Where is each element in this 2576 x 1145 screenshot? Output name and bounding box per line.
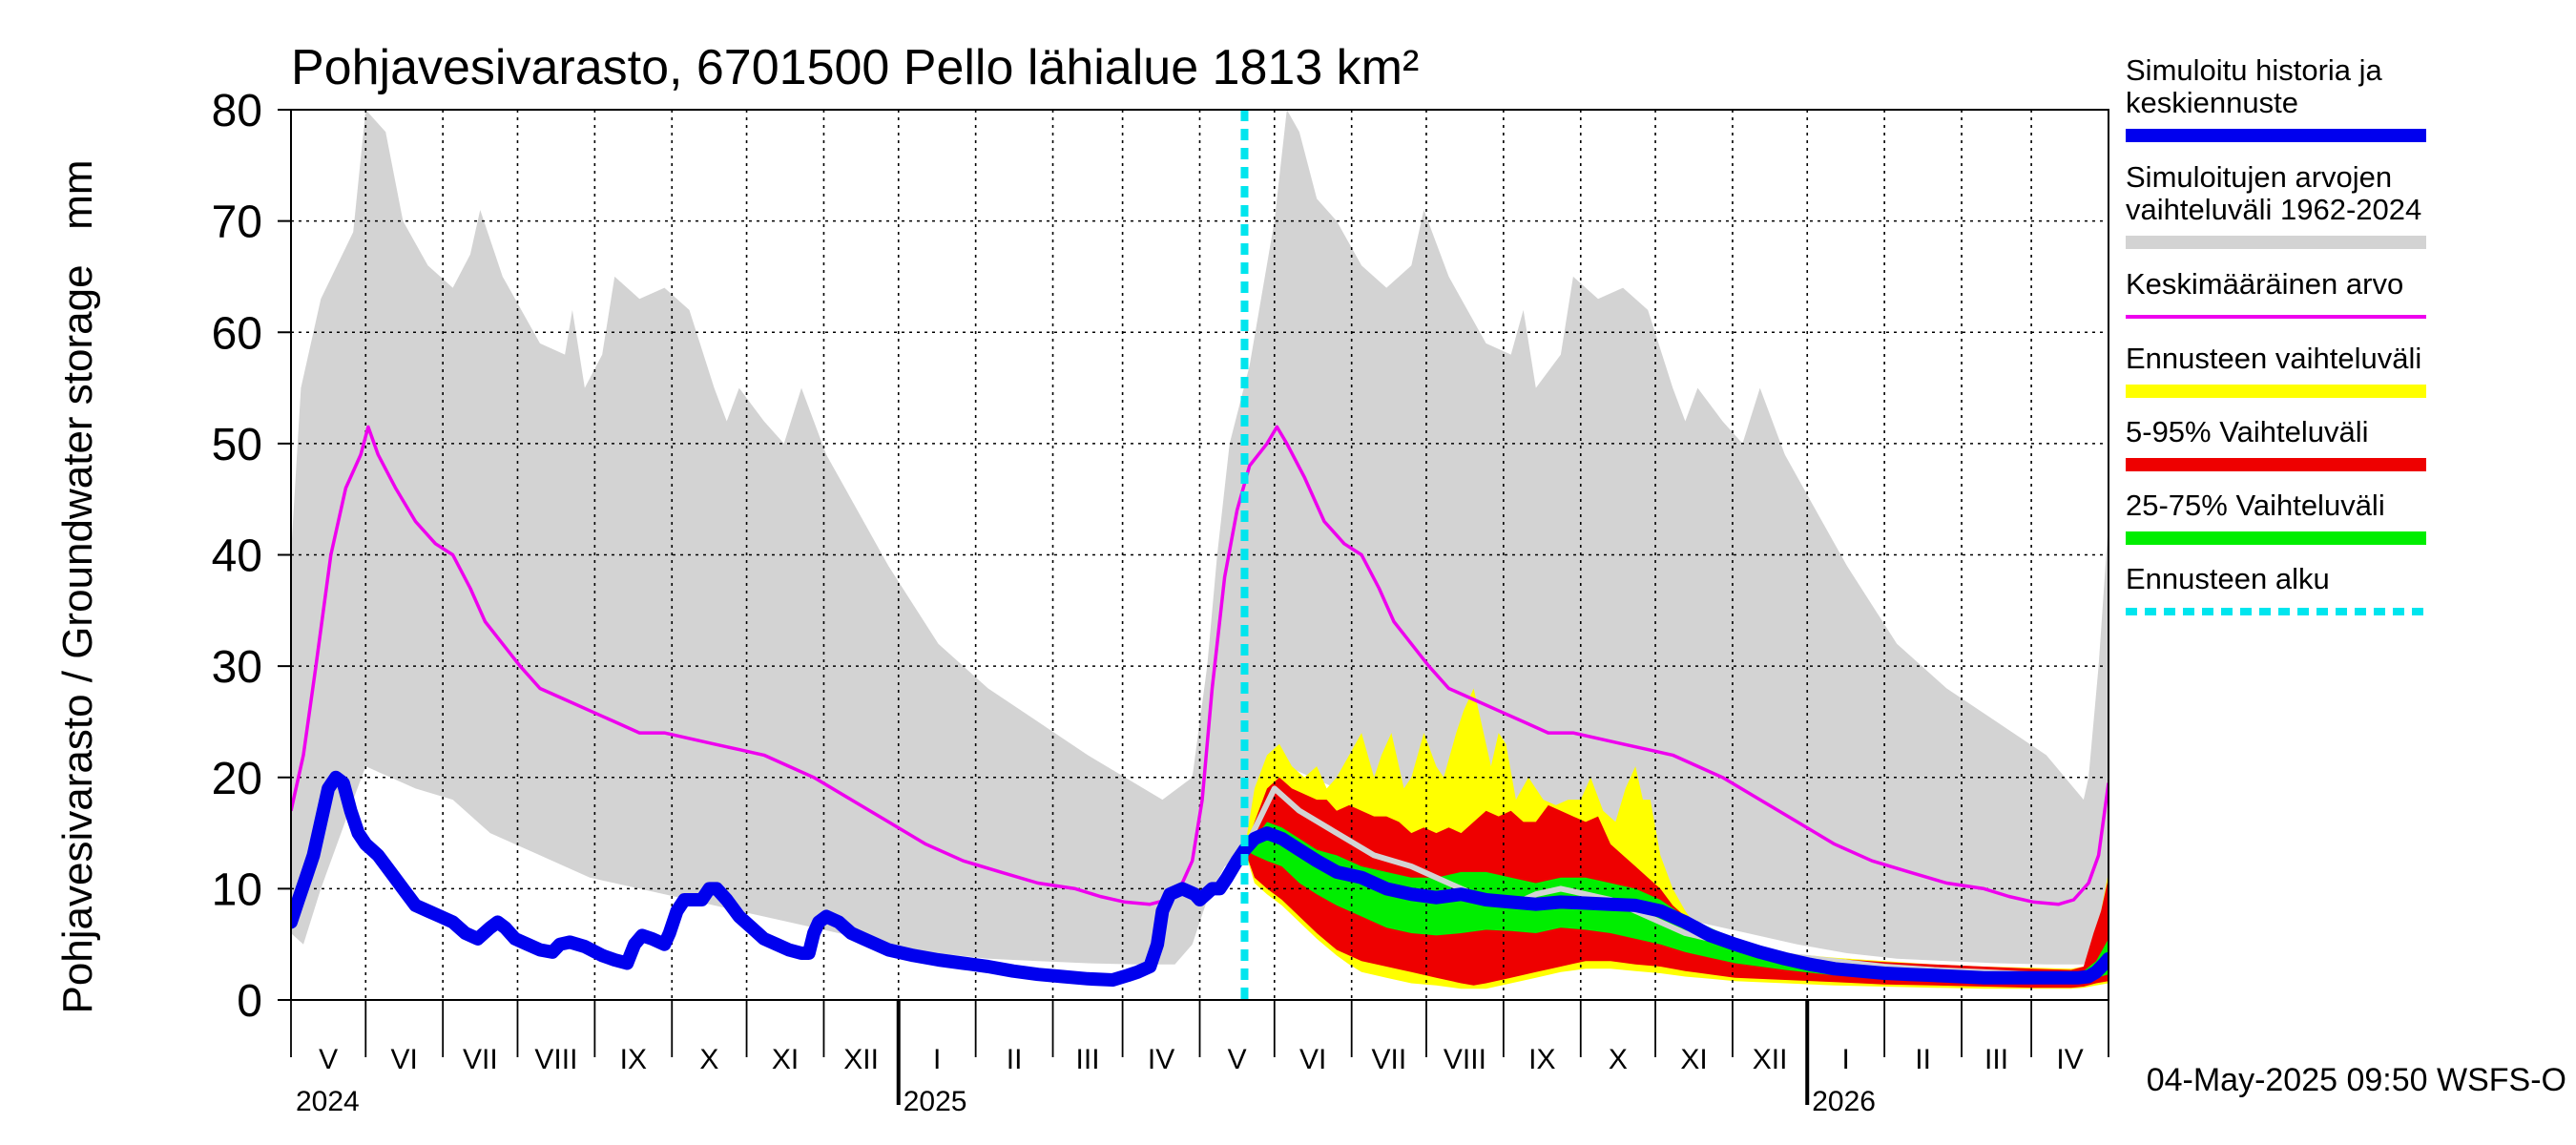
forecast-bands-layer <box>1244 688 2109 989</box>
x-month-label: XII <box>843 1044 879 1075</box>
legend-label: Ennusteen vaihteluväli <box>2126 342 2421 375</box>
forecast-5-95-band <box>1244 777 2109 989</box>
series-lines-layer <box>291 110 2109 1000</box>
mean-value-line <box>291 425 2109 906</box>
x-month-label: VIII <box>1444 1044 1486 1075</box>
x-month-label: VI <box>1299 1044 1326 1075</box>
legend-item: Keskimääräinen arvo <box>2126 267 2426 319</box>
x-year-label: 2026 <box>1812 1086 1876 1117</box>
legend-label: 5-95% Vaihteluväli <box>2126 415 2368 448</box>
x-month-label: III <box>1984 1044 2008 1075</box>
x-month-label: IV <box>1148 1044 1174 1075</box>
x-month-label: II <box>1915 1044 1931 1075</box>
chart-title: Pohjavesivarasto, 6701500 Pello lähialue… <box>291 40 1419 95</box>
x-month-label: VI <box>391 1044 418 1075</box>
legend-label: Ennusteen alku <box>2126 562 2330 595</box>
y-tick-label: 80 <box>212 86 262 136</box>
y-tick-label: 50 <box>212 420 262 470</box>
legend-label: Simuloitu historia ja <box>2126 53 2383 87</box>
x-month-label: XI <box>772 1044 799 1075</box>
grid-layer <box>291 110 2109 1000</box>
y-tick-label: 40 <box>212 531 262 582</box>
x-month-label: VIII <box>534 1044 577 1075</box>
x-month-label: X <box>1609 1044 1628 1075</box>
legend-item: 25-75% Vaihteluväli <box>2126 489 2426 545</box>
y-tick-label: 70 <box>212 198 262 248</box>
footer-timestamp: 04-May-2025 09:50 WSFS-O <box>2147 1062 2566 1098</box>
legend-item: Ennusteen vaihteluväli <box>2126 342 2426 398</box>
x-month-label: IV <box>2056 1044 2083 1075</box>
legend-label: Simuloitujen arvojen <box>2126 160 2392 194</box>
y-tick-label: 60 <box>212 308 262 359</box>
simulated-history-line <box>291 770 1252 987</box>
legend-item: Ennusteen alku <box>2126 562 2426 615</box>
forecast-median-line <box>1237 826 2109 985</box>
x-month-label: VII <box>463 1044 498 1075</box>
legend-label: 25-75% Vaihteluväli <box>2126 489 2385 522</box>
x-month-label: V <box>1228 1044 1247 1075</box>
y-tick-label: 30 <box>212 642 262 693</box>
legend-label: vaihteluväli 1962-2024 <box>2126 193 2421 226</box>
x-month-label: IX <box>1528 1044 1555 1075</box>
x-year-label: 2024 <box>296 1086 360 1117</box>
legend-label: Keskimääräinen arvo <box>2126 267 2403 301</box>
y-tick-label: 0 <box>237 976 262 1027</box>
x-month-label: XI <box>1680 1044 1707 1075</box>
y-axis-label: Pohjavesivarasto / Groundwater storage m… <box>54 159 101 1013</box>
y-tick-label: 20 <box>212 754 262 804</box>
x-year-label: 2025 <box>904 1086 967 1117</box>
x-month-label: I <box>1842 1044 1850 1075</box>
legend: Simuloitu historia jakeskiennusteSimuloi… <box>2126 53 2426 615</box>
x-month-label: X <box>699 1044 718 1075</box>
x-month-label: IX <box>620 1044 647 1075</box>
x-month-label: V <box>319 1044 338 1075</box>
x-month-label: VII <box>1371 1044 1406 1075</box>
x-month-label: I <box>933 1044 941 1075</box>
y-tick-label: 10 <box>212 864 262 915</box>
x-month-label: III <box>1076 1044 1100 1075</box>
x-month-label: II <box>1007 1044 1023 1075</box>
forecast-25-75-band <box>1244 822 2109 983</box>
legend-item: 5-95% Vaihteluväli <box>2126 415 2426 471</box>
legend-label: keskiennuste <box>2126 86 2298 119</box>
x-month-label: XII <box>1753 1044 1788 1075</box>
